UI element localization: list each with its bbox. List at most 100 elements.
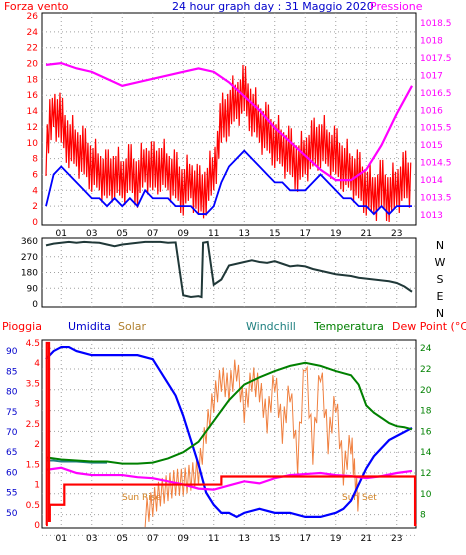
x-tick-label: 03 (86, 534, 97, 544)
rain-header: Pioggia (2, 320, 42, 333)
x-tick-label: 19 (330, 534, 342, 544)
x-tick-label: 15 (269, 229, 280, 239)
pressure-tick-label: 1015 (420, 141, 443, 151)
humidity-tick-label: 60 (6, 468, 18, 478)
direction-tick-label: 360 (21, 237, 38, 247)
temperature-tick-label: 18 (420, 407, 432, 417)
x-tick-label: 07 (147, 229, 158, 239)
windchill-header: Windchill (246, 320, 296, 333)
humidity-tick-label: 80 (6, 388, 18, 398)
temperature-tick-label: 8 (420, 511, 426, 521)
series-line (45, 62, 413, 182)
temperature-tick-label: 16 (420, 427, 432, 437)
wind-speed-line (45, 64, 412, 223)
temperature-tick-label: 24 (420, 344, 432, 354)
wind-tick-label: 24 (27, 28, 39, 38)
temperature-tick-label: 10 (420, 490, 432, 500)
x-tick-label: 03 (86, 229, 97, 239)
compass-label: W (435, 256, 446, 269)
dewpoint-header: Dew Point (°C) (392, 320, 466, 333)
solar-header: Solar (118, 320, 147, 333)
compass-label: S (437, 273, 444, 286)
rain-tick-label: 2 (34, 440, 40, 450)
wind-tick-label: 16 (27, 91, 39, 101)
wind-tick-label: 0 (32, 218, 38, 228)
direction-tick-label: 0 (32, 300, 38, 310)
x-tick-label: 23 (391, 229, 402, 239)
compass-label: E (437, 290, 444, 303)
wind-tick-label: 26 (27, 12, 39, 22)
pressure-tick-label: 1018 (420, 36, 443, 46)
series-line (45, 240, 413, 299)
x-tick-label: 17 (300, 229, 311, 239)
series-line (45, 341, 417, 527)
x-tick-label: 21 (361, 229, 372, 239)
x-tick-label: 05 (117, 229, 128, 239)
x-tick-label: 17 (300, 534, 311, 544)
compass-label: N (436, 307, 444, 320)
series-line (45, 345, 413, 519)
pressure-tick-label: 1013.5 (420, 194, 452, 204)
rain-tick-label: 0.5 (26, 501, 40, 511)
wind-tick-label: 6 (32, 170, 38, 180)
rain-tick-label: 3.5 (26, 379, 40, 389)
pressure-tick-label: 1017.5 (420, 54, 452, 64)
wind-tick-label: 22 (27, 44, 38, 54)
x-tick-label: 05 (117, 534, 128, 544)
sunrise-label: Sun Rise (122, 493, 161, 503)
rain-tick-label: 4 (34, 359, 40, 369)
humidity-tick-label: 50 (6, 509, 18, 519)
humidity-tick-label: 65 (6, 448, 17, 458)
rain-tick-label: 4.5 (26, 339, 40, 349)
wind-tick-label: 12 (27, 123, 38, 133)
wind-tick-label: 14 (27, 107, 39, 117)
wind-tick-label: 8 (32, 155, 38, 165)
pressure-tick-label: 1017 (420, 71, 443, 81)
x-tick-label: 07 (147, 534, 158, 544)
pressure-axis-label: Pressione (370, 0, 423, 13)
x-tick-label: 15 (269, 534, 280, 544)
pressure-tick-label: 1016.5 (420, 89, 452, 99)
series-line (45, 361, 413, 465)
compass-label: N (436, 239, 444, 252)
temperature-panel (41, 339, 417, 529)
temperature-tick-label: 12 (420, 469, 431, 479)
x-tick-label: 13 (239, 229, 250, 239)
temperature-tick-label: 14 (420, 448, 432, 458)
wind-tick-label: 18 (27, 75, 39, 85)
humidity-tick-label: 90 (6, 347, 18, 357)
x-tick-label: 09 (178, 534, 190, 544)
rain-tick-label: 1 (34, 481, 40, 491)
pressure-tick-label: 1014.5 (420, 159, 452, 169)
chart-title: 24 hour graph day : 31 Maggio 2020 (172, 0, 374, 13)
series-line (46, 459, 107, 464)
temperature-header: Temperatura (313, 320, 384, 333)
wind-tick-label: 4 (32, 186, 38, 196)
rain-tick-label: 2.5 (26, 420, 40, 430)
x-tick-label: 01 (56, 534, 67, 544)
wind-tick-label: 20 (27, 60, 39, 70)
x-tick-label: 23 (391, 534, 402, 544)
wind-tick-label: 10 (27, 139, 39, 149)
pressure-tick-label: 1015.5 (420, 124, 452, 134)
direction-tick-label: 270 (21, 253, 38, 263)
x-tick-label: 21 (361, 534, 372, 544)
pressure-tick-label: 1018.5 (420, 19, 452, 29)
wind-axis-label: Forza vento (4, 0, 69, 13)
pressure-tick-label: 1014 (420, 176, 443, 186)
humidity-tick-label: 55 (6, 489, 17, 499)
series-line (45, 149, 412, 216)
solar-line (144, 359, 360, 528)
humidity-tick-label: 85 (6, 367, 17, 377)
pressure-tick-label: 1016 (420, 106, 443, 116)
temperature-tick-label: 20 (420, 386, 432, 396)
x-tick-label: 09 (178, 229, 190, 239)
rain-tick-label: 1.5 (26, 460, 40, 470)
humidity-tick-label: 70 (6, 428, 18, 438)
rain-tick-label: 3 (34, 400, 40, 410)
humidity-header: Umidita (68, 320, 111, 333)
pressure-tick-label: 1013 (420, 211, 443, 221)
rain-tick-label: 0 (34, 521, 40, 531)
